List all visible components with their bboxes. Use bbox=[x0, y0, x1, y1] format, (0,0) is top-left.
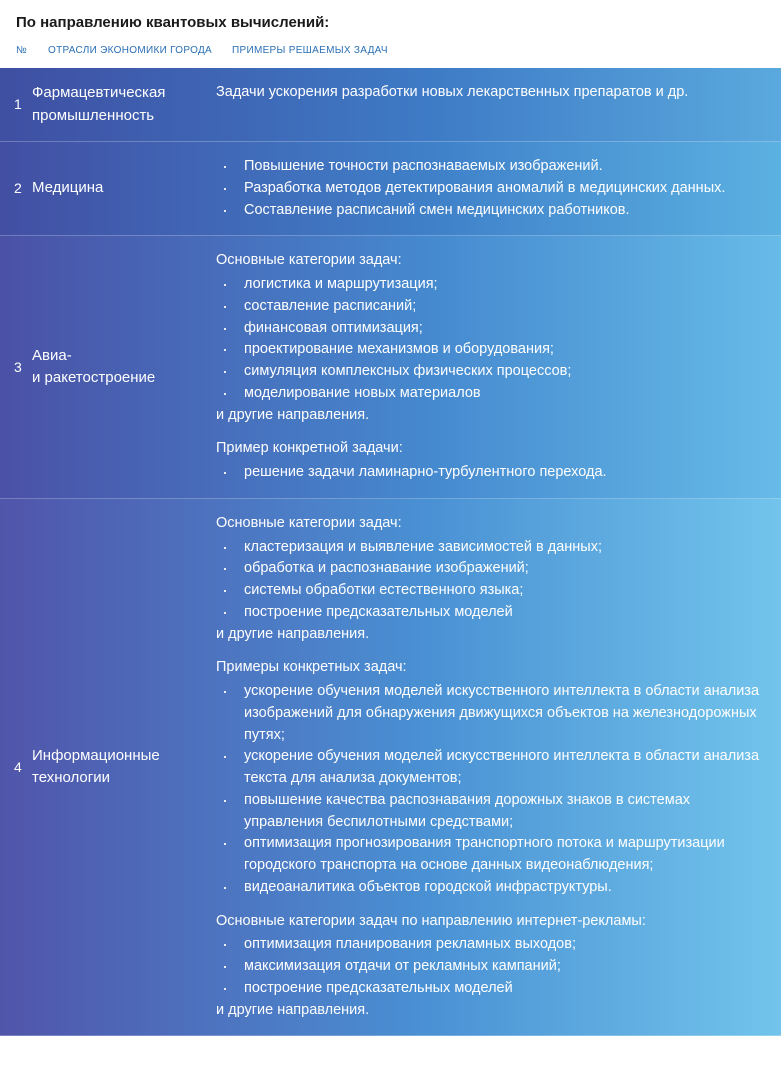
row-industry: Фармацевтическая промышленность bbox=[32, 68, 216, 141]
block-title: Примеры конкретных задач: bbox=[216, 657, 767, 679]
bullet-item: симуляция комплексных физических процесс… bbox=[216, 361, 767, 383]
row-tasks: Основные категории задач:логистика и мар… bbox=[216, 236, 781, 498]
bullet-item: моделирование новых материалов bbox=[216, 383, 767, 405]
page-title: По направлению квантовых вычислений: bbox=[0, 0, 781, 41]
bullet-item: построение предсказательных моделей bbox=[216, 978, 767, 1000]
block-trail: и другие направления. bbox=[216, 1000, 767, 1022]
bullet-item: повышение качества распознавания дорожны… bbox=[216, 790, 767, 834]
bullet-list: решение задачи ламинарно-турбулентного п… bbox=[216, 462, 767, 484]
bullet-item: ускорение обучения моделей искусственног… bbox=[216, 681, 767, 746]
bullet-item: проектирование механизмов и оборудования… bbox=[216, 339, 767, 361]
row-tasks: Основные категории задач:кластеризация и… bbox=[216, 499, 781, 1036]
header-industry: ОТРАСЛИ ЭКОНОМИКИ ГОРОДА bbox=[48, 45, 232, 56]
bullet-item: Составление расписаний смен медицинских … bbox=[216, 200, 767, 222]
bullet-list: кластеризация и выявление зависимостей в… bbox=[216, 537, 767, 624]
data-table: 1Фармацевтическая промышленностьЗадачи у… bbox=[0, 68, 781, 1036]
row-number: 4 bbox=[0, 499, 32, 1036]
bullet-item: ускорение обучения моделей искусственног… bbox=[216, 746, 767, 790]
block-trail: и другие направления. bbox=[216, 624, 767, 646]
bullet-item: Разработка методов детектирования аномал… bbox=[216, 178, 767, 200]
row-tasks: Задачи ускорения разработки новых лекарс… bbox=[216, 68, 781, 141]
row-number: 1 bbox=[0, 68, 32, 141]
row-number: 3 bbox=[0, 236, 32, 498]
bullet-list: логистика и маршрутизация;составление ра… bbox=[216, 274, 767, 405]
row-industry: Медицина bbox=[32, 142, 216, 235]
bullet-item: решение задачи ламинарно-турбулентного п… bbox=[216, 462, 767, 484]
block-title: Основные категории задач: bbox=[216, 513, 767, 535]
table-row: 3Авиа- и ракетостроениеОсновные категори… bbox=[0, 236, 781, 499]
bullet-list: Повышение точности распознаваемых изобра… bbox=[216, 156, 767, 221]
block-title: Основные категории задач: bbox=[216, 250, 767, 272]
header-num: № bbox=[16, 45, 48, 56]
bullet-item: обработка и распознавание изображений; bbox=[216, 558, 767, 580]
row-industry: Авиа- и ракетостроение bbox=[32, 236, 216, 498]
bullet-item: Повышение точности распознаваемых изобра… bbox=[216, 156, 767, 178]
bullet-item: системы обработки естественного языка; bbox=[216, 580, 767, 602]
bullet-item: построение предсказательных моделей bbox=[216, 602, 767, 624]
table-header: № ОТРАСЛИ ЭКОНОМИКИ ГОРОДА ПРИМЕРЫ РЕШАЕ… bbox=[0, 41, 781, 68]
row-industry: Информационные технологии bbox=[32, 499, 216, 1036]
bullet-item: составление расписаний; bbox=[216, 296, 767, 318]
bullet-list: ускорение обучения моделей искусственног… bbox=[216, 681, 767, 899]
bullet-item: видеоаналитика объектов городской инфрас… bbox=[216, 877, 767, 899]
block-title: Основные категории задач по направлению … bbox=[216, 911, 767, 933]
table-row: 2МедицинаПовышение точности распознаваем… bbox=[0, 142, 781, 236]
bullet-item: максимизация отдачи от рекламных кампани… bbox=[216, 956, 767, 978]
block-title: Пример конкретной задачи: bbox=[216, 438, 767, 460]
block-trail: и другие направления. bbox=[216, 405, 767, 427]
row-tasks: Повышение точности распознаваемых изобра… bbox=[216, 142, 781, 235]
header-tasks: ПРИМЕРЫ РЕШАЕМЫХ ЗАДАЧ bbox=[232, 45, 765, 56]
bullet-item: логистика и маршрутизация; bbox=[216, 274, 767, 296]
bullet-item: оптимизация планирования рекламных выход… bbox=[216, 934, 767, 956]
bullet-list: оптимизация планирования рекламных выход… bbox=[216, 934, 767, 999]
table-row: 4Информационные технологииОсновные катег… bbox=[0, 499, 781, 1037]
row-number: 2 bbox=[0, 142, 32, 235]
bullet-item: финансовая оптимизация; bbox=[216, 318, 767, 340]
bullet-item: кластеризация и выявление зависимостей в… bbox=[216, 537, 767, 559]
table-row: 1Фармацевтическая промышленностьЗадачи у… bbox=[0, 68, 781, 142]
tasks-plain: Задачи ускорения разработки новых лекарс… bbox=[216, 82, 767, 104]
bullet-item: оптимизация прогнозирования транспортног… bbox=[216, 833, 767, 877]
